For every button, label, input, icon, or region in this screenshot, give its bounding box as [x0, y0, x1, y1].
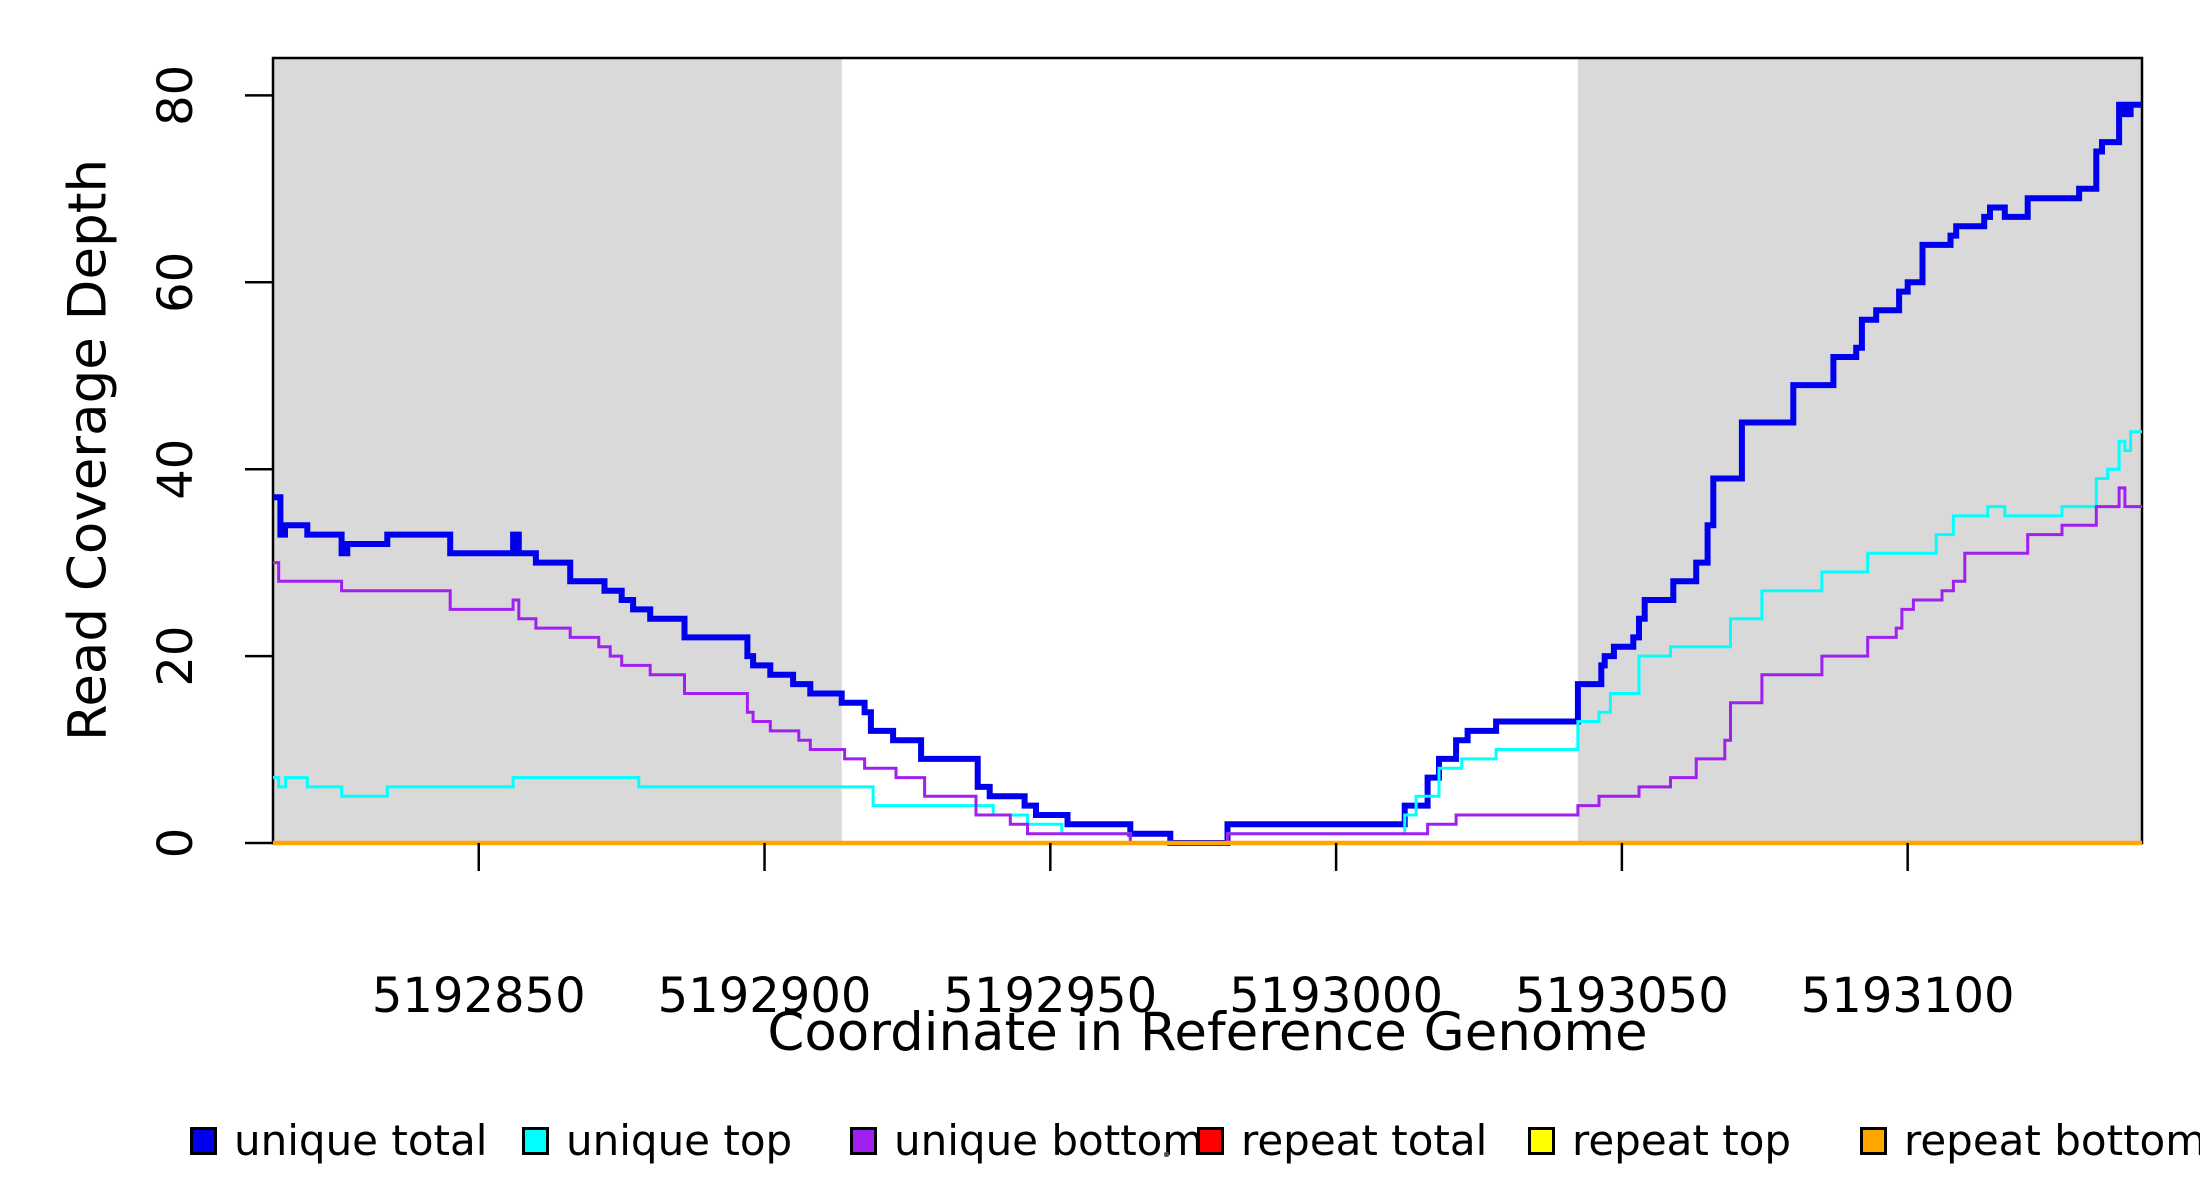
- x-tick-label: 5193000: [1229, 968, 1443, 1024]
- x-axis-title: Coordinate in Reference Genome: [767, 1002, 1648, 1063]
- stray-mark: [1164, 1152, 1169, 1157]
- shaded-region-0: [273, 58, 842, 843]
- y-tick-label: 40: [148, 439, 204, 500]
- x-tick-label: 5192850: [372, 968, 586, 1024]
- y-tick-label: 20: [148, 626, 204, 687]
- series-line-unique-total: [273, 101, 2142, 846]
- series-line-unique-top: [273, 430, 2142, 845]
- y-tick-label: 80: [148, 65, 204, 126]
- x-tick-label: 5193100: [1801, 968, 2015, 1024]
- series-line-unique-bottom: [273, 486, 2142, 845]
- shaded-region-1: [1577, 58, 2142, 843]
- y-axis-title: Read Coverage Depth: [57, 158, 119, 742]
- y-tick-label: 60: [148, 252, 204, 313]
- x-tick-label: 5193050: [1515, 968, 1729, 1024]
- x-tick-label: 5192950: [943, 968, 1157, 1024]
- x-tick-label: 5192900: [658, 968, 872, 1024]
- y-tick-label: 0: [148, 828, 204, 859]
